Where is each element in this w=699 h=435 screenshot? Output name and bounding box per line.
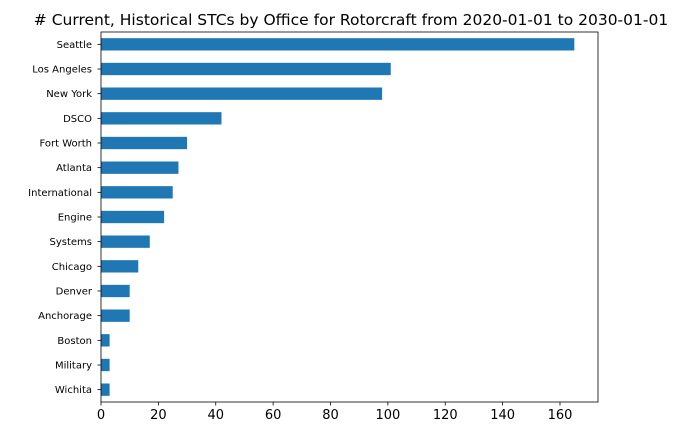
bar-international bbox=[101, 186, 173, 199]
category-label: New York bbox=[46, 89, 92, 100]
x-tick-label: 40 bbox=[207, 408, 224, 423]
plot-frame bbox=[100, 31, 599, 403]
x-tick-label: 80 bbox=[322, 408, 339, 423]
category-label: DSCO bbox=[63, 114, 92, 125]
category-label: Chicago bbox=[52, 262, 92, 273]
bar-fort-worth bbox=[101, 136, 188, 150]
category-label: Denver bbox=[56, 287, 93, 298]
bars-layer bbox=[101, 38, 575, 396]
bar-dsco bbox=[101, 112, 222, 125]
bar-engine bbox=[101, 210, 165, 224]
bar-chicago bbox=[101, 260, 139, 273]
bar-boston bbox=[101, 334, 110, 347]
bar-atlanta bbox=[101, 161, 179, 174]
bar-systems bbox=[101, 235, 150, 248]
category-labels: Seattle Los Angeles New York DSCO Fort Worth… bbox=[28, 40, 93, 396]
category-label: Systems bbox=[50, 237, 93, 248]
x-tick-label: 140 bbox=[490, 408, 515, 423]
bar-denver bbox=[101, 284, 130, 298]
x-axis-ticks: 0 20 40 60 80 100 120 140 160 bbox=[97, 408, 573, 423]
bar-seattle bbox=[101, 38, 575, 51]
category-label: Fort Worth bbox=[39, 139, 92, 150]
bar-wichita bbox=[101, 383, 110, 396]
category-label: International bbox=[28, 188, 92, 199]
x-tick-label: 0 bbox=[97, 408, 105, 423]
category-label: Boston bbox=[57, 336, 92, 347]
category-label: Atlanta bbox=[56, 163, 92, 174]
bar-los-angeles bbox=[101, 62, 391, 76]
category-label: Los Angeles bbox=[32, 65, 92, 76]
x-tick-label: 100 bbox=[375, 408, 400, 423]
bar-anchorage bbox=[101, 309, 130, 322]
category-label: Engine bbox=[58, 213, 92, 224]
category-label: Military bbox=[55, 361, 92, 372]
bar-new-york bbox=[101, 87, 383, 100]
category-label: Anchorage bbox=[38, 311, 92, 322]
category-label: Seattle bbox=[57, 40, 92, 51]
axes-layer bbox=[97, 31, 599, 406]
category-label: Wichita bbox=[55, 385, 92, 396]
x-tick-label: 20 bbox=[150, 408, 167, 423]
bar-military bbox=[101, 358, 110, 372]
x-tick-label: 160 bbox=[548, 408, 573, 423]
chart-title: # Current, Historical STCs by Office for… bbox=[34, 11, 668, 29]
x-tick-label: 120 bbox=[433, 408, 458, 423]
x-tick-label: 60 bbox=[265, 408, 282, 423]
